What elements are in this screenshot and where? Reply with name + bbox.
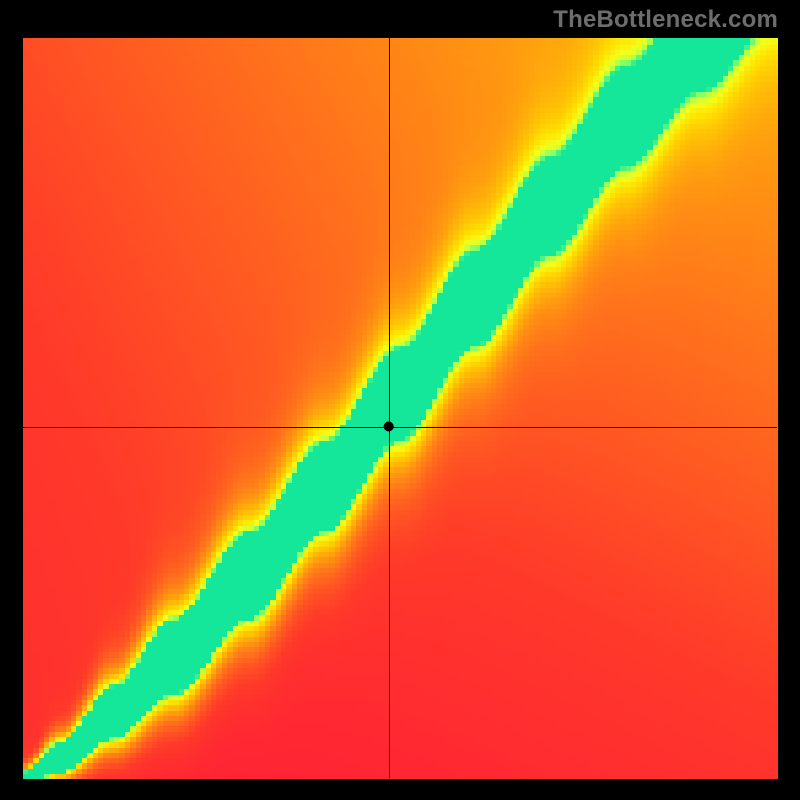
chart-container: TheBottleneck.com (0, 0, 800, 800)
heatmap-canvas (0, 0, 800, 800)
watermark-label: TheBottleneck.com (553, 6, 778, 34)
